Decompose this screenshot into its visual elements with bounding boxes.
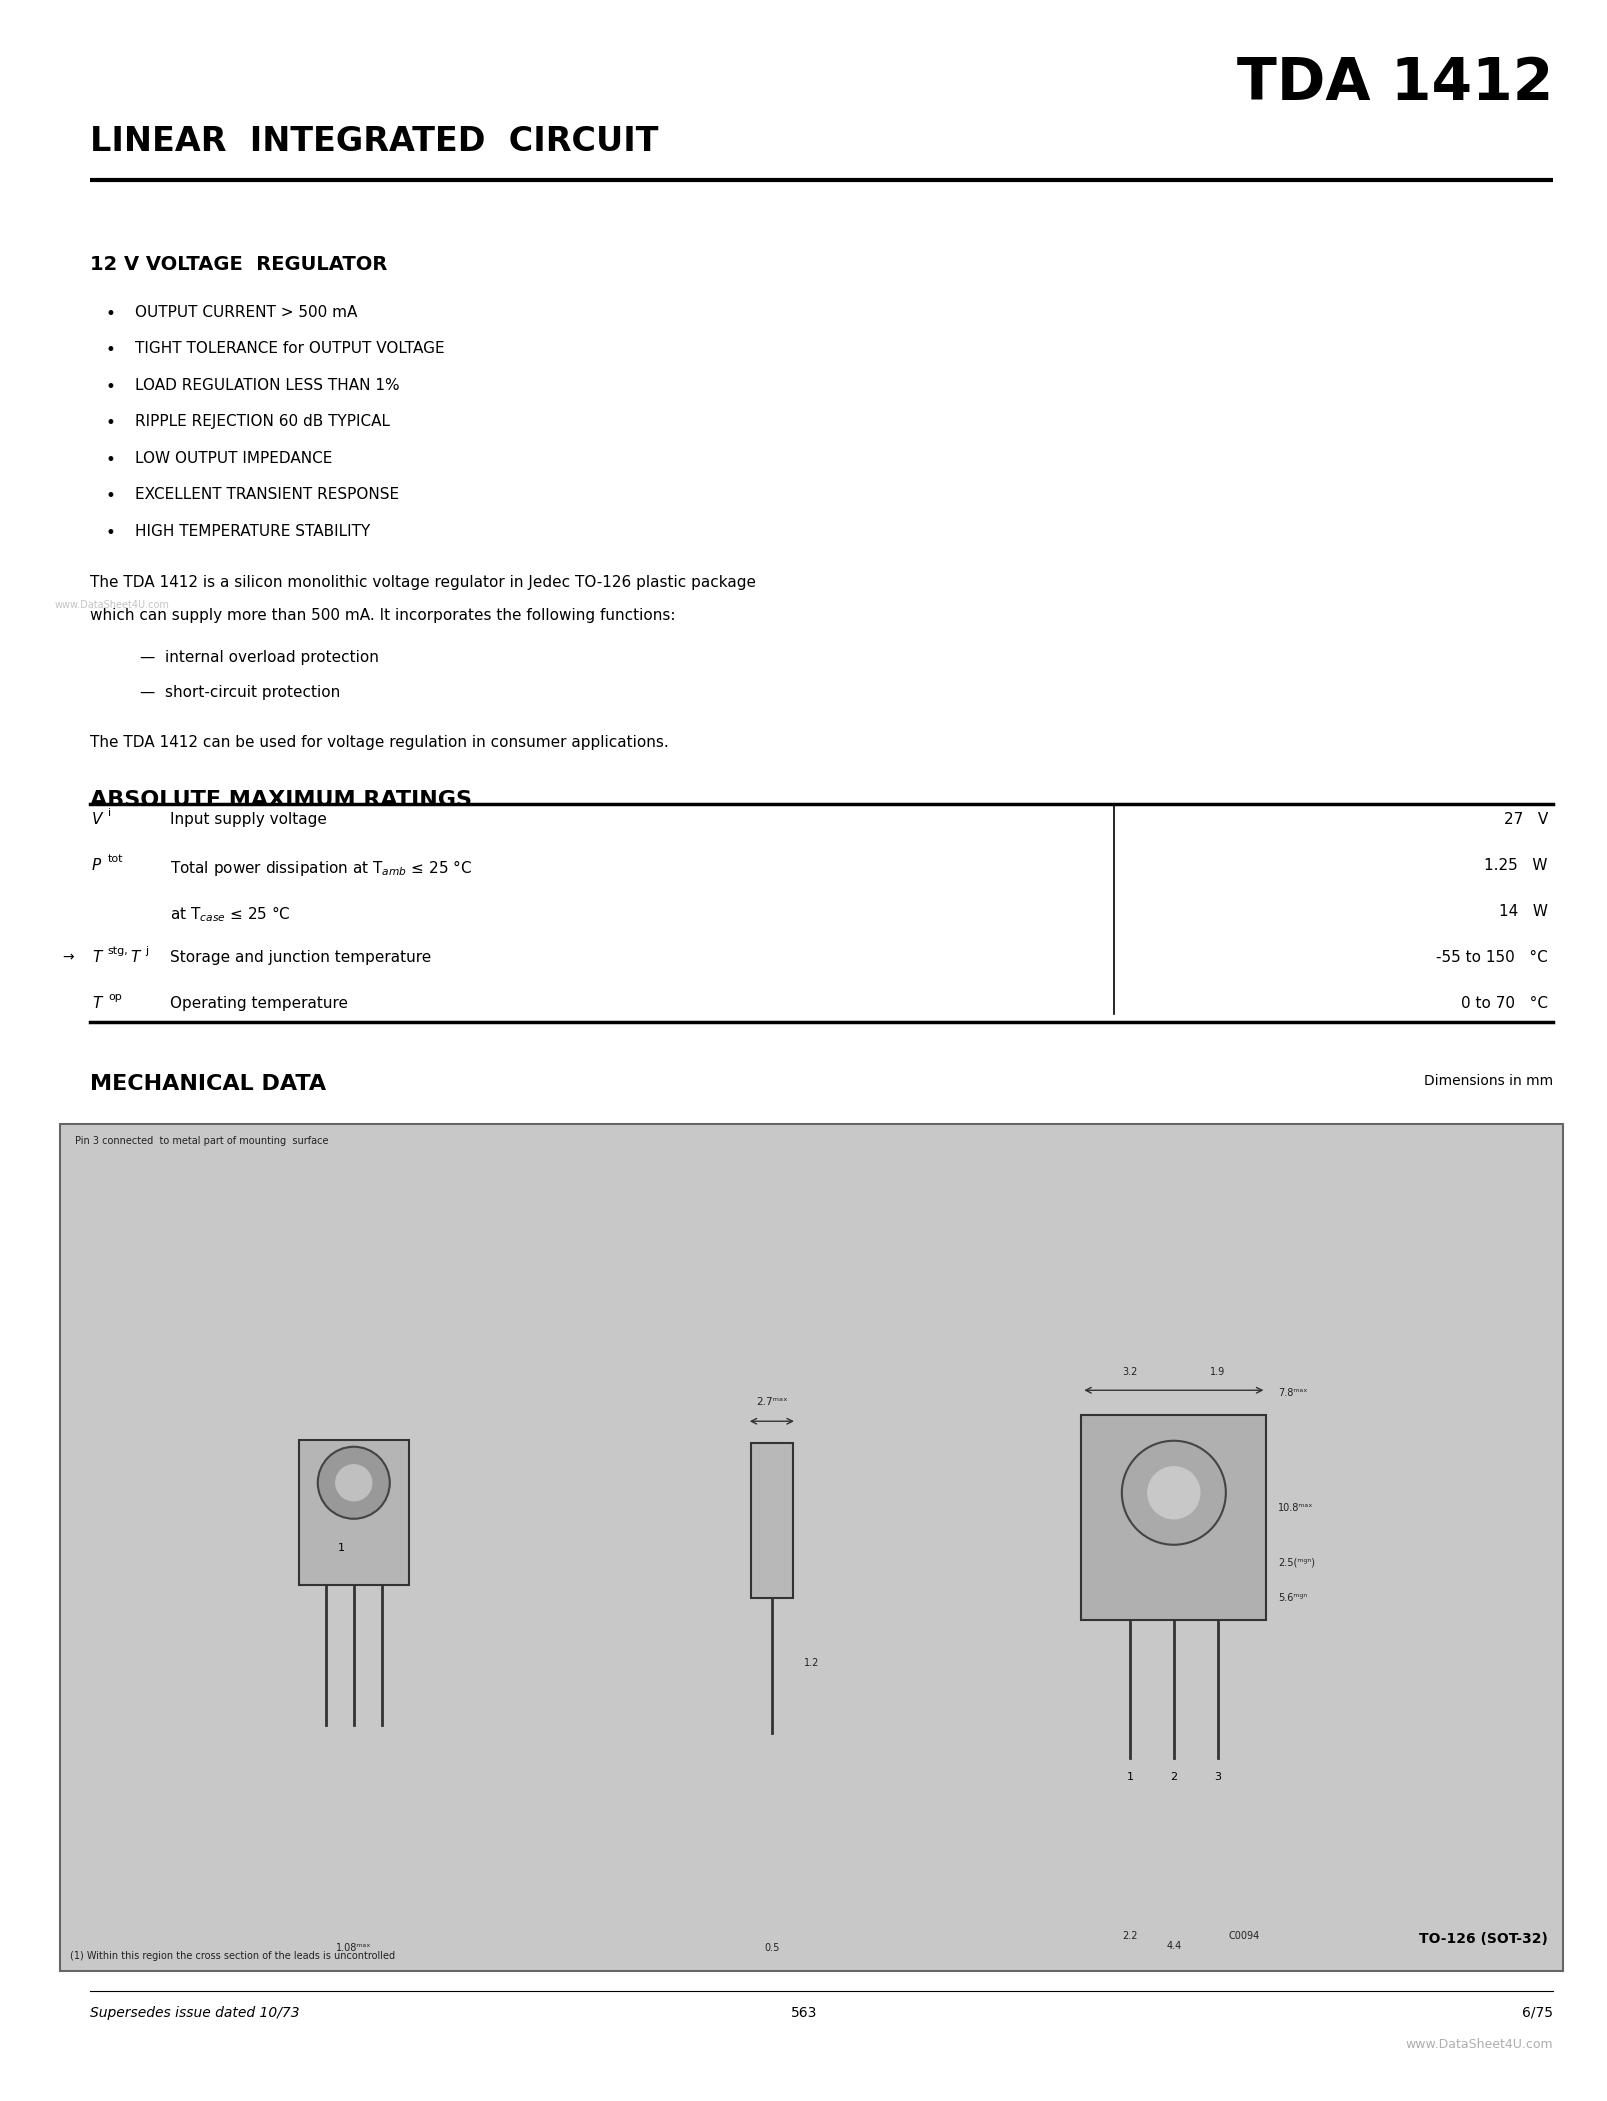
Text: C0094: C0094: [1228, 1931, 1260, 1941]
Text: 1.08ᵐᵃˣ: 1.08ᵐᵃˣ: [336, 1943, 371, 1954]
Text: OUTPUT CURRENT > 500 mA: OUTPUT CURRENT > 500 mA: [135, 305, 357, 319]
Text: Storage and junction temperature: Storage and junction temperature: [170, 950, 431, 966]
Text: www.DataSheet4U.com: www.DataSheet4U.com: [1405, 2038, 1552, 2051]
Text: 4.4: 4.4: [1165, 1941, 1181, 1952]
Text: MECHANICAL DATA: MECHANICAL DATA: [90, 1074, 326, 1095]
Circle shape: [336, 1464, 371, 1500]
Text: T: T: [92, 950, 101, 966]
Text: EXCELLENT TRANSIENT RESPONSE: EXCELLENT TRANSIENT RESPONSE: [135, 487, 399, 502]
Text: which can supply more than 500 mA. It incorporates the following functions:: which can supply more than 500 mA. It in…: [90, 609, 675, 624]
Text: 563: 563: [791, 2006, 816, 2019]
Text: 6/75: 6/75: [1522, 2006, 1552, 2019]
Text: Supersedes issue dated 10/73: Supersedes issue dated 10/73: [90, 2006, 299, 2019]
Text: T: T: [92, 996, 101, 1011]
Text: Input supply voltage: Input supply voltage: [170, 813, 326, 828]
Text: •: •: [104, 305, 114, 324]
Text: 1: 1: [337, 1542, 346, 1553]
Text: V: V: [92, 813, 103, 828]
Circle shape: [318, 1448, 389, 1519]
Text: op: op: [108, 992, 122, 1002]
Bar: [59, 1124, 1562, 1971]
Text: stg,: stg,: [108, 945, 127, 956]
Text: LINEAR  INTEGRATED  CIRCUIT: LINEAR INTEGRATED CIRCUIT: [90, 124, 657, 158]
Bar: [299, 1441, 408, 1586]
Text: 2.2: 2.2: [1122, 1931, 1136, 1941]
Text: 3.2: 3.2: [1122, 1368, 1136, 1378]
Text: The TDA 1412 is a silicon monolithic voltage regulator in Jedec TO-126 plastic p: The TDA 1412 is a silicon monolithic vol…: [90, 576, 755, 590]
Text: -55 to 150   °C: -55 to 150 °C: [1435, 950, 1548, 966]
Text: •: •: [104, 452, 114, 469]
Text: LOW OUTPUT IMPEDANCE: LOW OUTPUT IMPEDANCE: [135, 452, 333, 466]
Text: Total power dissipation at T$_{amb}$ ≤ 25 °C: Total power dissipation at T$_{amb}$ ≤ 2…: [170, 859, 472, 878]
Text: RIPPLE REJECTION 60 dB TYPICAL: RIPPLE REJECTION 60 dB TYPICAL: [135, 414, 391, 429]
Text: 14   W: 14 W: [1498, 906, 1548, 920]
Text: 2.7ᵐᵃˣ: 2.7ᵐᵃˣ: [755, 1397, 787, 1408]
Text: TIGHT TOLERANCE for OUTPUT VOLTAGE: TIGHT TOLERANCE for OUTPUT VOLTAGE: [135, 342, 445, 357]
Text: T: T: [130, 950, 140, 966]
Text: tot: tot: [108, 855, 124, 864]
Text: i: i: [108, 809, 111, 819]
Text: •: •: [104, 523, 114, 542]
Text: •: •: [104, 487, 114, 506]
Text: P: P: [92, 859, 101, 874]
Text: 7.8ᵐᵃˣ: 7.8ᵐᵃˣ: [1278, 1389, 1306, 1399]
Bar: [750, 1443, 792, 1599]
Text: The TDA 1412 can be used for voltage regulation in consumer applications.: The TDA 1412 can be used for voltage reg…: [90, 735, 669, 750]
Text: 2: 2: [1170, 1773, 1176, 1782]
Text: ABSOLUTE MAXIMUM RATINGS: ABSOLUTE MAXIMUM RATINGS: [90, 790, 472, 811]
Text: 1.9: 1.9: [1210, 1368, 1225, 1378]
Text: Operating temperature: Operating temperature: [170, 996, 347, 1011]
Text: at T$_{case}$ ≤ 25 °C: at T$_{case}$ ≤ 25 °C: [170, 906, 291, 924]
Text: —  internal overload protection: — internal overload protection: [140, 651, 379, 666]
Text: •: •: [104, 342, 114, 359]
Text: Dimensions in mm: Dimensions in mm: [1422, 1074, 1552, 1088]
Text: HIGH TEMPERATURE STABILITY: HIGH TEMPERATURE STABILITY: [135, 523, 370, 540]
Text: 1.25   W: 1.25 W: [1483, 859, 1548, 874]
Text: 5.6ᵐᶢⁿ: 5.6ᵐᶢⁿ: [1278, 1593, 1306, 1603]
Text: TDA 1412: TDA 1412: [1236, 55, 1552, 111]
Circle shape: [1122, 1441, 1225, 1544]
Text: 0 to 70   °C: 0 to 70 °C: [1461, 996, 1548, 1011]
Text: •: •: [104, 378, 114, 395]
Text: •: •: [104, 414, 114, 433]
Text: TO-126 (SOT-32): TO-126 (SOT-32): [1419, 1933, 1548, 1946]
Text: 1.2: 1.2: [804, 1658, 818, 1668]
Text: LOAD REGULATION LESS THAN 1%: LOAD REGULATION LESS THAN 1%: [135, 378, 400, 393]
Text: 27   V: 27 V: [1503, 813, 1548, 828]
Text: 2.5(ᵐᶢⁿ): 2.5(ᵐᶢⁿ): [1278, 1557, 1315, 1567]
Text: 1: 1: [1125, 1773, 1133, 1782]
Text: 3: 3: [1213, 1773, 1221, 1782]
Text: 12 V VOLTAGE  REGULATOR: 12 V VOLTAGE REGULATOR: [90, 254, 387, 273]
Text: Pin 3 connected  to metal part of mounting  surface: Pin 3 connected to metal part of mountin…: [76, 1137, 328, 1147]
Bar: [1080, 1416, 1266, 1620]
Text: —  short-circuit protection: — short-circuit protection: [140, 685, 341, 700]
Text: →: →: [63, 950, 74, 964]
Text: (1) Within this region the cross section of the leads is uncontrolled: (1) Within this region the cross section…: [71, 1952, 395, 1960]
Text: 10.8ᵐᵃˣ: 10.8ᵐᵃˣ: [1278, 1502, 1313, 1513]
Text: j: j: [145, 945, 148, 956]
Circle shape: [1147, 1466, 1199, 1519]
Text: 0.5: 0.5: [763, 1943, 779, 1954]
Text: www.DataSheet4U.com: www.DataSheet4U.com: [55, 601, 170, 611]
